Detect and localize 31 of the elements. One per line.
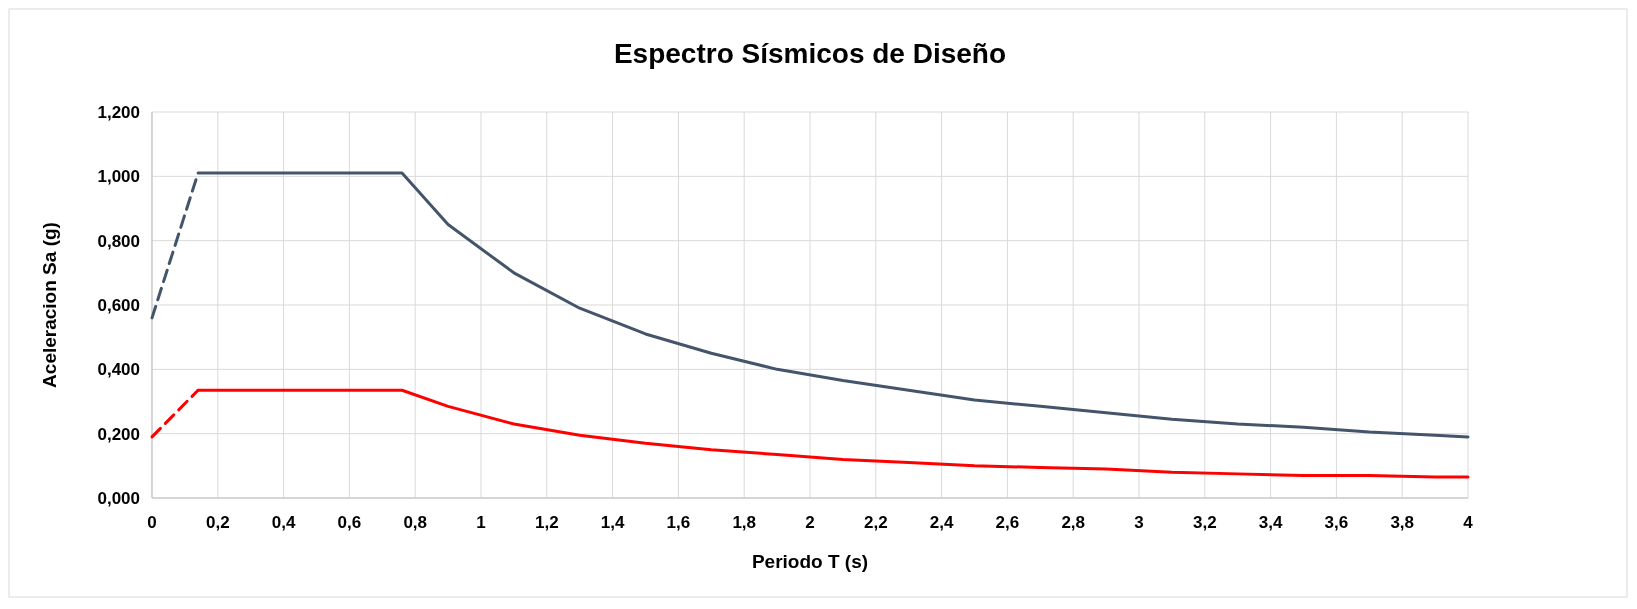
x-tick-label: 1,6 [666,513,691,532]
x-tick-label: 0 [147,513,157,532]
x-tick-label: 2,6 [995,513,1020,532]
x-axis-title: Periodo T (s) [751,551,869,572]
x-tick-label: 2,8 [1061,513,1086,532]
x-tick-label: 0,8 [403,513,428,532]
x-tick-label: 3,4 [1258,513,1283,532]
x-tick-label: 2 [805,513,815,532]
y-axis-title: Aceleracion Sa (g) [39,222,60,388]
x-tick-label: 1,2 [534,513,559,532]
x-tick-label: 4 [1463,513,1474,532]
y-tick-label: 0,000 [97,489,140,508]
y-tick-label: 0,400 [97,360,140,380]
x-tick-label: 1,8 [732,513,757,532]
y-tick-label: 0,200 [97,424,140,444]
x-tick-label: 3,2 [1192,513,1217,532]
x-tick-label: 3 [1134,513,1144,532]
y-tick-label: 1,200 [97,103,140,122]
x-tick-label: 3,6 [1324,513,1349,532]
y-tick-label: 0,800 [97,231,140,251]
x-tick-label: 1,4 [600,513,625,532]
x-tick-label: 0,2 [205,513,230,532]
y-tick-label: 0,600 [97,296,140,315]
x-tick-label: 0,6 [337,513,362,532]
x-tick-label: 1 [476,513,486,532]
x-tick-label: 3,8 [1390,513,1415,532]
x-tick-label: 2,4 [929,513,954,532]
y-tick-label: 1,000 [97,167,140,187]
x-tick-label: 2,2 [863,513,888,532]
chart-title: Espectro Sísmicos de Diseño [613,38,1007,69]
x-tick-label: 0,4 [271,513,296,532]
